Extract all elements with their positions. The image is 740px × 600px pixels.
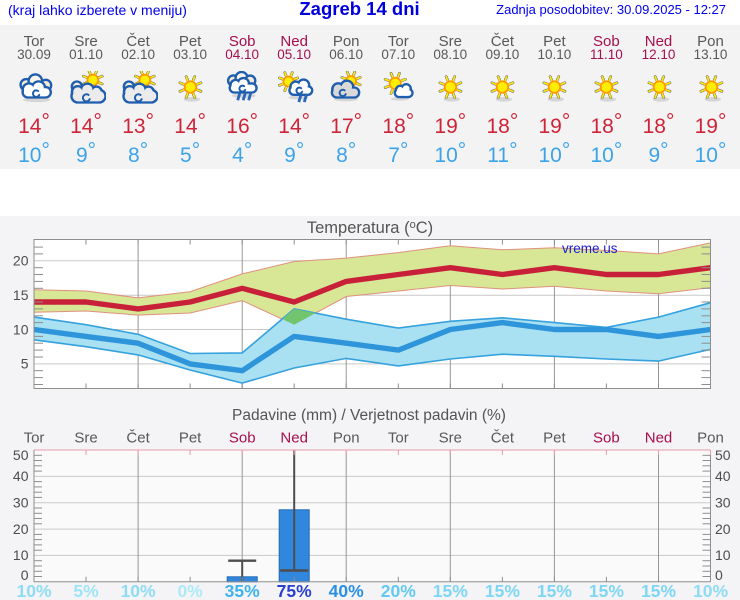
svg-text:Pon: Pon (697, 430, 724, 447)
svg-text:15: 15 (13, 287, 29, 303)
svg-text:Tor: Tor (24, 430, 45, 447)
svg-text:20: 20 (13, 253, 29, 269)
svg-text:Sre: Sre (74, 430, 97, 447)
svg-text:50: 50 (715, 447, 731, 463)
svg-text:Sob: Sob (229, 430, 256, 447)
svg-text:15%: 15% (433, 581, 468, 600)
svg-text:0: 0 (715, 567, 723, 583)
svg-text:Ned: Ned (645, 430, 673, 447)
svg-text:15%: 15% (641, 581, 676, 600)
svg-text:5%: 5% (73, 581, 99, 600)
svg-text:50: 50 (13, 447, 29, 463)
svg-text:5: 5 (21, 356, 29, 372)
svg-text:Ned: Ned (280, 430, 308, 447)
svg-text:Tor: Tor (388, 430, 409, 447)
svg-text:75%: 75% (277, 581, 312, 600)
svg-text:vreme.us: vreme.us (562, 241, 618, 256)
svg-text:30: 30 (715, 495, 731, 511)
svg-text:10%: 10% (693, 581, 728, 600)
svg-text:Čet: Čet (126, 430, 150, 447)
svg-text:Sob: Sob (593, 430, 620, 447)
svg-text:Pet: Pet (543, 430, 566, 447)
svg-text:0%: 0% (177, 581, 203, 600)
svg-text:Temperatura (oC): Temperatura (oC) (307, 219, 433, 237)
svg-text:15%: 15% (589, 581, 624, 600)
svg-text:35%: 35% (225, 581, 260, 600)
svg-text:10: 10 (13, 547, 29, 563)
svg-text:30: 30 (13, 495, 29, 511)
svg-text:10: 10 (715, 547, 731, 563)
svg-text:20%: 20% (381, 581, 416, 600)
svg-text:15%: 15% (537, 581, 572, 600)
svg-text:20: 20 (715, 521, 731, 537)
svg-text:10%: 10% (16, 581, 51, 600)
svg-text:15%: 15% (485, 581, 520, 600)
svg-text:20: 20 (13, 521, 29, 537)
svg-text:10%: 10% (121, 581, 156, 600)
svg-text:Pet: Pet (179, 430, 202, 447)
svg-text:40%: 40% (329, 581, 364, 600)
svg-text:40: 40 (13, 468, 29, 484)
svg-text:Čet: Čet (491, 430, 515, 447)
svg-text:40: 40 (715, 468, 731, 484)
svg-text:0: 0 (21, 567, 29, 583)
svg-text:Sre: Sre (439, 430, 462, 447)
svg-text:Padavine (mm) / Verjetnost pad: Padavine (mm) / Verjetnost padavin (%) (232, 407, 506, 424)
svg-text:Pon: Pon (333, 430, 360, 447)
svg-text:10: 10 (13, 321, 29, 337)
